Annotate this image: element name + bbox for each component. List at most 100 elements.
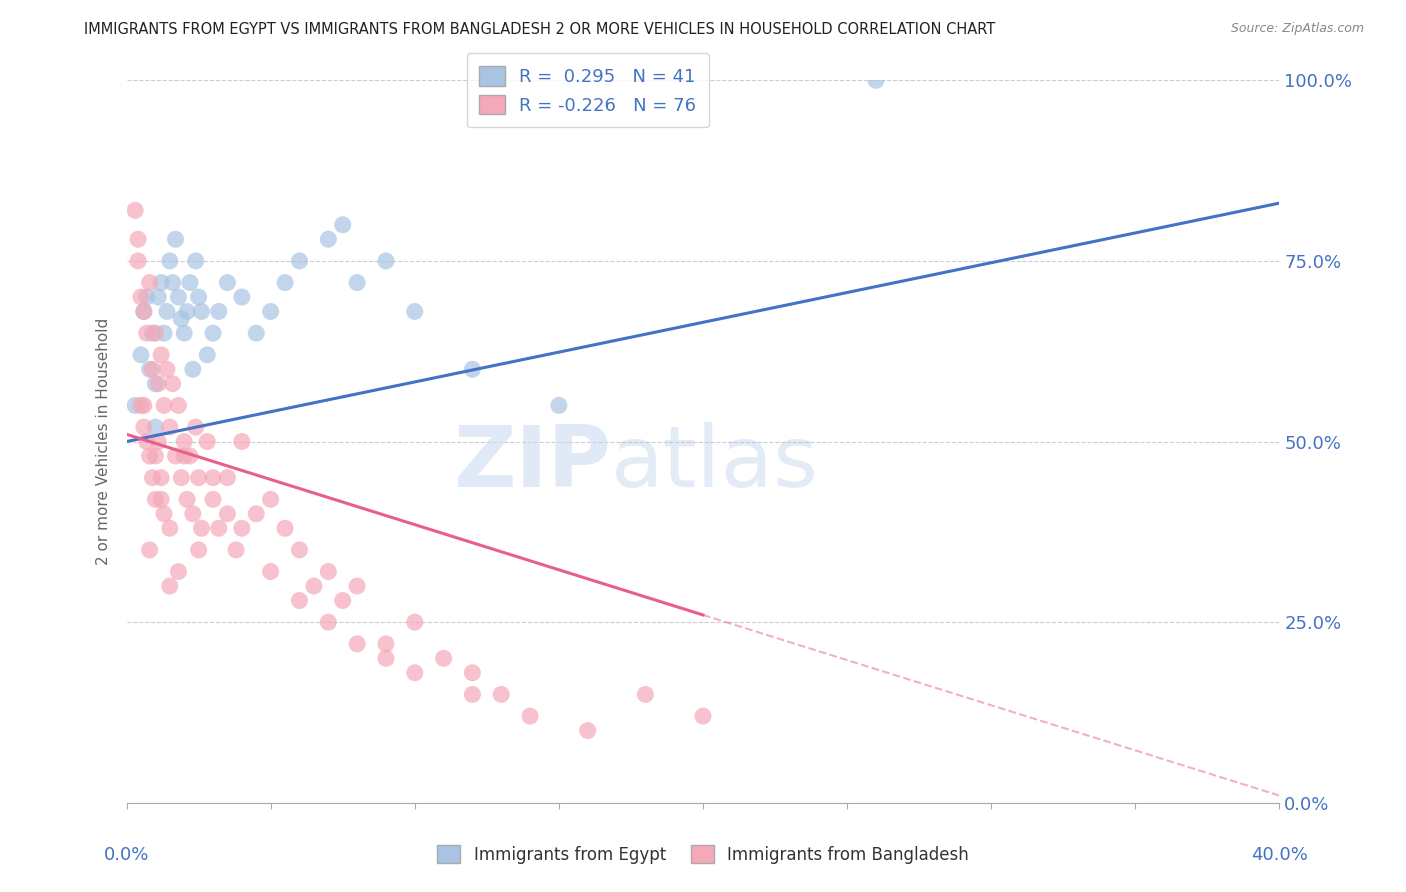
Point [181,507,204,521]
Point [148,434,170,449]
Point [138,276,160,290]
Point [374,651,398,665]
Point [208,304,231,318]
Point [141,362,163,376]
Point [548,398,571,412]
Point [259,492,281,507]
Point [231,290,253,304]
Point [173,434,195,449]
Point [148,376,170,391]
Point [195,348,218,362]
Point [202,471,225,485]
Point [404,304,426,318]
Point [138,362,160,376]
Legend: Immigrants from Egypt, Immigrants from Bangladesh: Immigrants from Egypt, Immigrants from B… [430,838,976,871]
Point [259,304,281,318]
Point [127,232,149,246]
Point [461,665,484,680]
Point [132,420,155,434]
Point [162,376,184,391]
Point [170,311,193,326]
Point [374,253,398,268]
Point [132,398,155,412]
Point [127,253,149,268]
Point [865,73,887,87]
Point [231,521,253,535]
Point [165,232,187,246]
Point [176,492,198,507]
Point [288,542,311,557]
Point [145,492,166,507]
Text: IMMIGRANTS FROM EGYPT VS IMMIGRANTS FROM BANGLADESH 2 OR MORE VEHICLES IN HOUSEH: IMMIGRANTS FROM EGYPT VS IMMIGRANTS FROM… [84,22,995,37]
Text: atlas: atlas [610,422,818,505]
Point [318,615,340,630]
Point [159,253,181,268]
Point [132,304,155,318]
Point [181,362,204,376]
Point [288,253,311,268]
Point [145,420,166,434]
Point [135,290,157,304]
Point [231,434,253,449]
Point [318,565,340,579]
Point [187,471,209,485]
Text: 0.0%: 0.0% [104,847,149,864]
Point [404,615,426,630]
Point [184,253,207,268]
Point [150,276,173,290]
Point [129,348,152,362]
Point [433,651,456,665]
Point [187,542,209,557]
Point [274,276,297,290]
Point [332,218,354,232]
Point [461,687,484,701]
Point [156,362,179,376]
Point [138,542,160,557]
Point [148,290,170,304]
Point [190,304,212,318]
Point [519,709,541,723]
Point [145,376,166,391]
Point [167,290,190,304]
Point [153,398,176,412]
Point [129,398,152,412]
Point [173,326,195,341]
Point [135,434,157,449]
Point [461,362,484,376]
Point [153,326,176,341]
Point [132,304,155,318]
Point [135,326,157,341]
Point [145,449,166,463]
Text: ZIP: ZIP [453,422,610,505]
Point [179,276,201,290]
Point [141,326,163,341]
Point [245,507,267,521]
Point [217,471,239,485]
Point [491,687,513,701]
Point [184,420,207,434]
Point [217,507,239,521]
Text: Source: ZipAtlas.com: Source: ZipAtlas.com [1230,22,1364,36]
Point [217,276,239,290]
Point [165,449,187,463]
Point [318,232,340,246]
Point [124,398,146,412]
Point [179,449,201,463]
Point [225,542,247,557]
Point [190,521,212,535]
Point [346,579,368,593]
Point [159,521,181,535]
Point [159,579,181,593]
Point [150,471,173,485]
Point [259,565,281,579]
Point [346,637,368,651]
Legend: R =  0.295   N = 41, R = -0.226   N = 76: R = 0.295 N = 41, R = -0.226 N = 76 [467,54,709,128]
Point [162,276,184,290]
Point [141,471,163,485]
Point [138,449,160,463]
Point [150,492,173,507]
Point [208,521,231,535]
Point [692,709,714,723]
Point [173,449,195,463]
Point [156,304,179,318]
